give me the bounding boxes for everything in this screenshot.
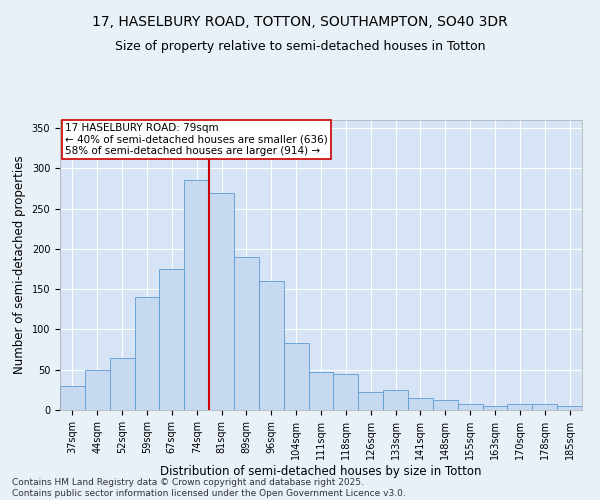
Bar: [334, 374, 358, 410]
Text: 17, HASELBURY ROAD, TOTTON, SOUTHAMPTON, SO40 3DR: 17, HASELBURY ROAD, TOTTON, SOUTHAMPTON,…: [92, 15, 508, 29]
Bar: [134, 297, 160, 410]
Bar: [234, 257, 259, 410]
Text: Contains HM Land Registry data © Crown copyright and database right 2025.
Contai: Contains HM Land Registry data © Crown c…: [12, 478, 406, 498]
Bar: [184, 180, 209, 410]
Bar: [308, 372, 334, 410]
X-axis label: Distribution of semi-detached houses by size in Totton: Distribution of semi-detached houses by …: [160, 464, 482, 477]
Bar: [209, 192, 234, 410]
Bar: [60, 386, 85, 410]
Text: 17 HASELBURY ROAD: 79sqm
← 40% of semi-detached houses are smaller (636)
58% of : 17 HASELBURY ROAD: 79sqm ← 40% of semi-d…: [65, 123, 328, 156]
Bar: [358, 392, 383, 410]
Bar: [532, 404, 557, 410]
Bar: [160, 269, 184, 410]
Bar: [110, 358, 134, 410]
Bar: [408, 398, 433, 410]
Bar: [508, 404, 532, 410]
Bar: [433, 400, 458, 410]
Bar: [482, 406, 508, 410]
Bar: [259, 281, 284, 410]
Text: Size of property relative to semi-detached houses in Totton: Size of property relative to semi-detach…: [115, 40, 485, 53]
Bar: [284, 343, 308, 410]
Bar: [557, 406, 582, 410]
Bar: [85, 370, 110, 410]
Bar: [458, 404, 482, 410]
Bar: [383, 390, 408, 410]
Y-axis label: Number of semi-detached properties: Number of semi-detached properties: [13, 156, 26, 374]
